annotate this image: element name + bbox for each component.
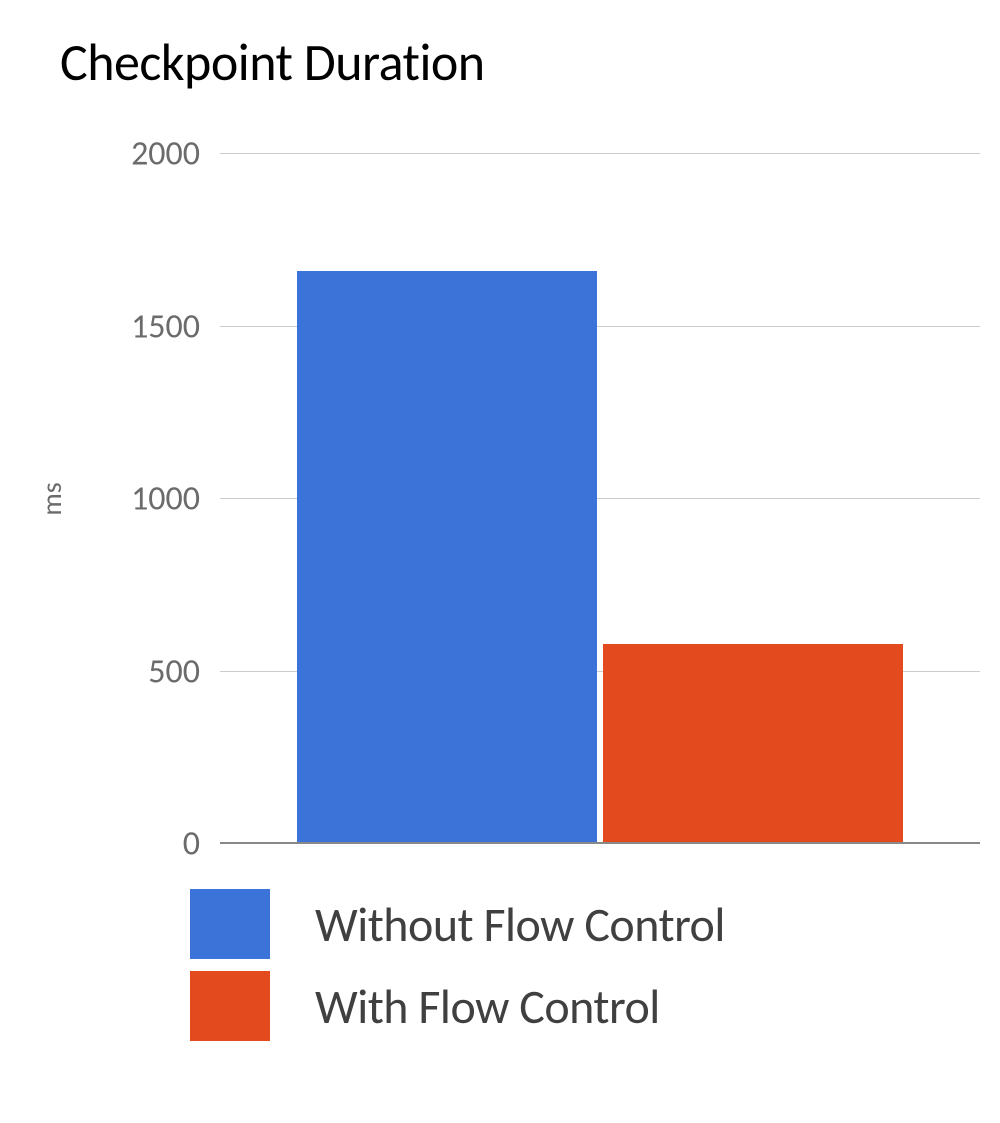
legend-swatch [190, 971, 270, 1041]
bar-0 [297, 271, 597, 844]
y-tick-label: 500 [148, 651, 200, 692]
legend-item-1: With Flow Control [190, 971, 980, 1041]
legend-label: Without Flow Control [315, 895, 725, 954]
chart-title: Checkpoint Duration [60, 30, 980, 94]
legend-item-0: Without Flow Control [190, 889, 980, 959]
legend-label: With Flow Control [315, 977, 660, 1036]
y-tick-label: 2000 [131, 134, 200, 175]
chart-container: Checkpoint Duration ms 0500100015002000 … [0, 0, 1000, 1123]
legend: Without Flow Control With Flow Control [190, 889, 980, 1041]
y-tick-label: 0 [183, 824, 200, 865]
bar-1 [603, 644, 903, 844]
plot-wrapper: ms 0500100015002000 [110, 154, 980, 844]
x-axis-baseline [220, 842, 980, 844]
bars-group [220, 154, 980, 844]
plot-area: 0500100015002000 [220, 154, 980, 844]
legend-swatch [190, 889, 270, 959]
y-tick-label: 1500 [131, 306, 200, 347]
y-tick-label: 1000 [131, 479, 200, 520]
y-axis-label: ms [34, 482, 69, 515]
